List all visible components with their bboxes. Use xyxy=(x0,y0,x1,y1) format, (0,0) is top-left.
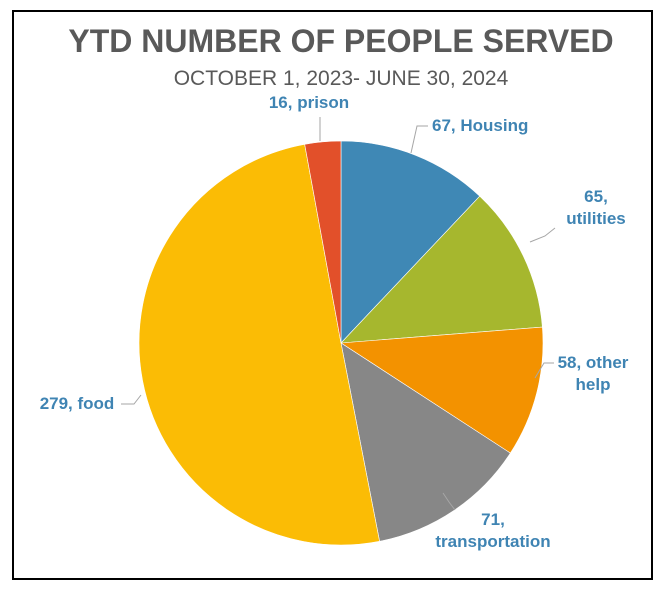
data-label-prison: 16, prison xyxy=(269,93,349,112)
chart-subtitle: OCTOBER 1, 2023- JUNE 30, 2024 xyxy=(174,67,509,90)
leader-line-transportation xyxy=(442,492,456,511)
leader-line-housing xyxy=(410,125,428,154)
pie-slice-housing xyxy=(340,140,481,344)
data-label-other-help: 58, other help xyxy=(558,353,629,394)
leader-line-other-help xyxy=(534,362,554,379)
chart-title: YTD NUMBER OF PEOPLE SERVED xyxy=(68,23,613,59)
pie-slice-other-help xyxy=(340,326,544,454)
pie-slice-transportation xyxy=(340,342,511,542)
pie-slice-utilities xyxy=(340,195,543,344)
pie-slice-prison xyxy=(304,140,342,344)
data-label-housing: 67, Housing xyxy=(432,116,528,135)
leader-line-utilities xyxy=(529,227,556,243)
data-label-transportation: 71, transportation xyxy=(435,510,550,551)
data-label-utilities: 65, utilities xyxy=(566,187,626,228)
leader-line-food xyxy=(121,394,142,405)
pie-slice-food xyxy=(138,143,380,546)
data-label-food: 279, food xyxy=(40,394,115,413)
